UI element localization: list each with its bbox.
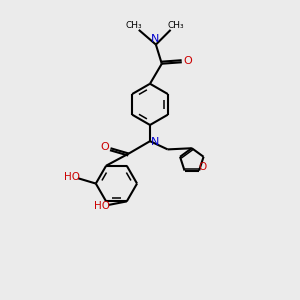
Text: HO: HO <box>64 172 80 182</box>
Text: N: N <box>151 34 160 44</box>
Text: O: O <box>183 56 192 66</box>
Text: N: N <box>151 137 160 147</box>
Text: O: O <box>100 142 109 152</box>
Text: CH₃: CH₃ <box>168 21 184 30</box>
Text: CH₃: CH₃ <box>125 21 142 30</box>
Text: HO: HO <box>94 201 110 212</box>
Text: O: O <box>199 162 207 172</box>
